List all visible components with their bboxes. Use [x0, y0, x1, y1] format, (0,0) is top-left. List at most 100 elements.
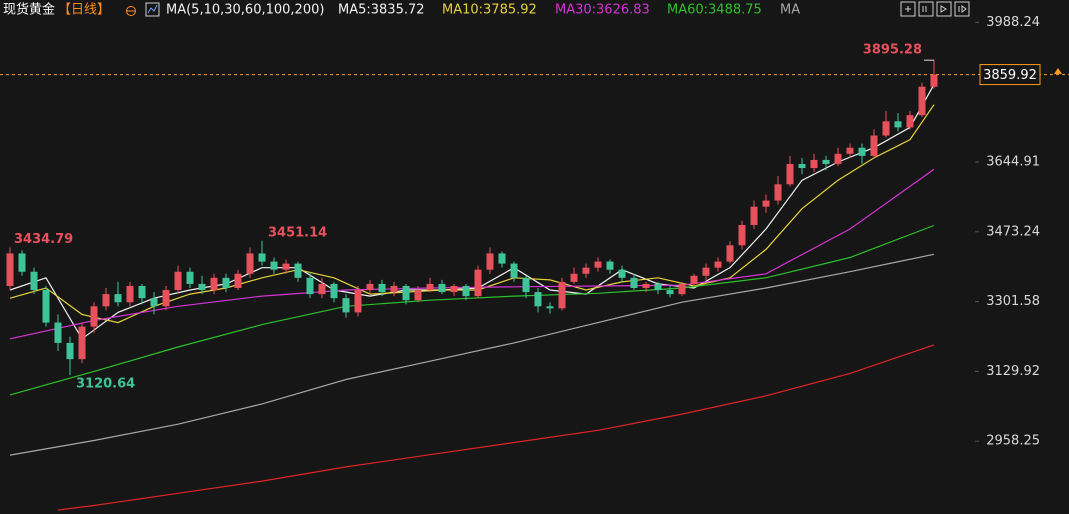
legend-entry: MA5:3835.72	[338, 3, 425, 18]
candle-body	[690, 275, 698, 284]
candle-body	[366, 283, 374, 291]
candle-body	[90, 306, 98, 327]
candle-body	[510, 263, 518, 278]
candle-body	[102, 294, 110, 307]
extreme-label: 3451.14	[268, 225, 327, 240]
candle-body	[126, 285, 134, 303]
chart-title: 现货黄金	[3, 2, 55, 18]
candle-body	[870, 135, 878, 156]
candle-body	[774, 184, 782, 201]
tool-button[interactable]	[936, 1, 952, 17]
candle-body	[930, 74, 938, 87]
candle-body	[462, 285, 470, 297]
indicator-icon[interactable]	[145, 2, 160, 17]
candle-body	[894, 121, 902, 128]
candle-body	[354, 290, 362, 313]
candle-body	[522, 277, 530, 293]
tool-button[interactable]	[918, 1, 934, 17]
period-label[interactable]: 【日线】	[58, 3, 110, 18]
candle-body	[318, 283, 326, 295]
candle-body	[402, 285, 410, 301]
current-price-label: 3859.92	[983, 68, 1037, 83]
candle-body	[798, 163, 806, 169]
candle-body	[714, 261, 722, 268]
candle-body	[438, 283, 446, 293]
indicator-icon	[147, 4, 158, 14]
current-price-box	[979, 64, 1041, 86]
candle-body	[486, 253, 494, 270]
candle-body	[558, 281, 566, 309]
candle-body	[834, 153, 842, 164]
ma-line	[9, 253, 935, 456]
candle-body	[498, 253, 506, 264]
legend-entry: MA10:3785.92	[442, 3, 537, 18]
candle-body	[342, 298, 350, 313]
y-tick-label: 3644.91	[986, 154, 1040, 169]
candle-body	[750, 206, 758, 225]
candle-body	[330, 283, 338, 299]
y-tick-label: 2958.25	[986, 434, 1040, 449]
tool-icon	[905, 5, 967, 13]
candle-body	[858, 147, 866, 156]
candle-body	[42, 290, 50, 323]
candle-body	[630, 277, 638, 289]
tool-button[interactable]	[954, 1, 970, 17]
candle-body	[234, 273, 242, 289]
candle-body	[594, 261, 602, 268]
candle-body	[150, 298, 158, 307]
scroll-marker	[1054, 68, 1062, 74]
candle-body	[54, 322, 62, 343]
candle-body	[666, 290, 674, 295]
candle-body	[534, 292, 542, 307]
ma-line	[9, 224, 935, 396]
extreme-label: 3895.28	[863, 43, 922, 58]
candle-body	[198, 283, 206, 291]
candle-body	[246, 253, 254, 274]
tool-button[interactable]	[900, 1, 916, 17]
candle-body	[918, 86, 926, 116]
extreme-label: 3120.64	[76, 377, 135, 392]
candle-body	[378, 283, 386, 293]
extreme-label: 3434.79	[14, 232, 73, 247]
legend-entry: MA	[780, 3, 800, 18]
candle-body	[414, 290, 422, 301]
candle-body	[570, 273, 578, 282]
indicator-label: MA(5,10,30,60,100,200)	[166, 3, 324, 18]
candle-body	[726, 245, 734, 262]
candle-body	[606, 261, 614, 270]
candle-body	[222, 277, 230, 289]
candle-body	[474, 269, 482, 297]
candle-body	[186, 271, 194, 284]
candle-body	[174, 271, 182, 291]
candle-body	[738, 224, 746, 246]
candle-body	[906, 115, 914, 128]
candle-body	[810, 159, 818, 169]
candle-body	[618, 269, 626, 278]
candle-body	[450, 285, 458, 293]
candle-body	[390, 285, 398, 293]
candle-body	[210, 277, 218, 291]
candle-body	[282, 263, 290, 270]
candle-body	[654, 283, 662, 291]
candle-body	[294, 263, 302, 278]
candle-body	[822, 159, 830, 164]
candle-body	[78, 326, 86, 360]
y-tick-label: 3473.24	[986, 224, 1040, 239]
candle-body	[546, 306, 554, 309]
candle-body	[306, 277, 314, 295]
candle-body	[426, 283, 434, 291]
candle-body	[18, 253, 26, 272]
candle-body	[270, 261, 278, 270]
candle-body	[786, 163, 794, 185]
candle-body	[30, 271, 38, 291]
candle-body	[162, 290, 170, 307]
ma-line	[9, 168, 935, 340]
candle-body	[138, 285, 146, 299]
candle-body	[882, 121, 890, 136]
candle-body	[678, 283, 686, 295]
legend-entry: MA60:3488.75	[667, 3, 762, 18]
y-tick-label: 3129.92	[986, 364, 1040, 379]
candle-body	[702, 267, 710, 276]
